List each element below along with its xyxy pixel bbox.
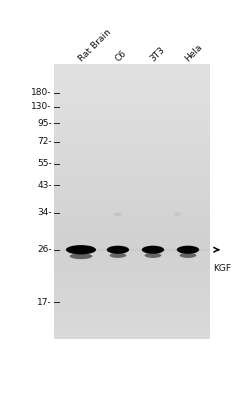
- Ellipse shape: [114, 212, 121, 216]
- Ellipse shape: [179, 253, 196, 258]
- Ellipse shape: [73, 248, 88, 252]
- Text: 17-: 17-: [37, 298, 52, 306]
- Text: 95-: 95-: [37, 119, 52, 128]
- Text: 180-: 180-: [31, 88, 52, 97]
- Text: 26-: 26-: [37, 245, 52, 254]
- Text: 72-: 72-: [37, 138, 52, 146]
- Text: 43-: 43-: [37, 180, 52, 190]
- Ellipse shape: [144, 247, 161, 253]
- Ellipse shape: [141, 246, 164, 254]
- Ellipse shape: [109, 253, 126, 258]
- Ellipse shape: [173, 212, 180, 216]
- Ellipse shape: [144, 253, 161, 258]
- Ellipse shape: [179, 247, 196, 253]
- Text: 34-: 34-: [37, 208, 52, 217]
- Ellipse shape: [176, 246, 198, 254]
- Ellipse shape: [66, 245, 96, 254]
- Text: KGF: KGF: [212, 264, 230, 273]
- Ellipse shape: [109, 247, 126, 253]
- Text: C6: C6: [113, 48, 128, 64]
- Text: 55-: 55-: [37, 159, 52, 168]
- Ellipse shape: [106, 246, 128, 254]
- Text: 3T3: 3T3: [148, 45, 166, 64]
- Ellipse shape: [70, 253, 92, 259]
- Ellipse shape: [147, 248, 158, 252]
- Text: 130-: 130-: [31, 102, 52, 111]
- Ellipse shape: [70, 246, 92, 253]
- Ellipse shape: [182, 248, 193, 252]
- Ellipse shape: [112, 248, 123, 252]
- Text: Hela: Hela: [183, 42, 204, 64]
- Text: Rat Brain: Rat Brain: [76, 28, 112, 64]
